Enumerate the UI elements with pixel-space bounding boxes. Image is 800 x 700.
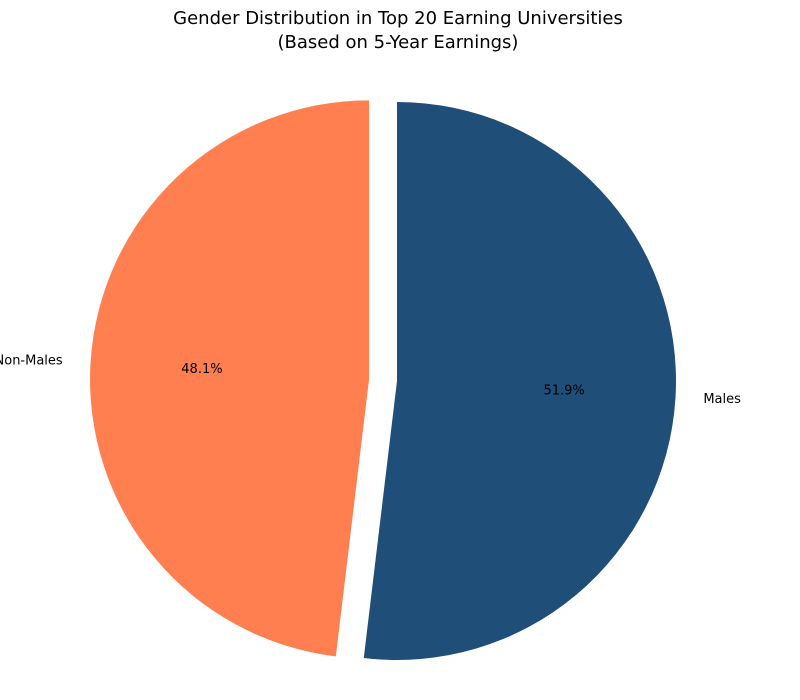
pie-category-label: Non-Males xyxy=(0,354,63,369)
pie-slice-non-males xyxy=(90,100,370,657)
pie-slice-males xyxy=(363,102,676,660)
pie-percent-label: 48.1% xyxy=(181,362,222,377)
chart-title-line-1: Gender Distribution in Top 20 Earning Un… xyxy=(173,8,623,29)
pie-percent-label: 51.9% xyxy=(543,383,584,398)
pie-labels: 51.9% Males 48.1% Non-Males xyxy=(0,354,741,407)
pie-slices xyxy=(90,100,676,660)
pie-category-label: Males xyxy=(703,392,741,407)
chart-title-line-2: (Based on 5-Year Earnings) xyxy=(278,32,519,53)
